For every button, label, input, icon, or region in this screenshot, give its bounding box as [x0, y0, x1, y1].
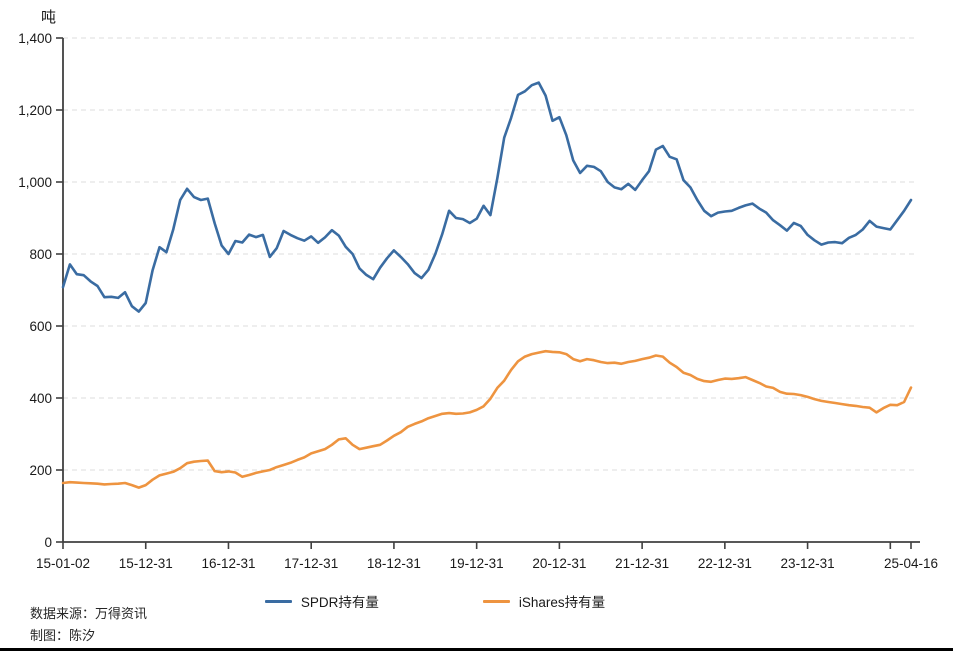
spdr-line-swatch: [264, 599, 292, 603]
ishares-line-swatch: [482, 599, 510, 603]
y-tick-label-800: 800: [29, 247, 52, 262]
chart-plot-area: 0 200 400 600 800 1,000 1,200 1,400 15-01-02 15-1…: [18, 31, 938, 571]
x-tick-label-22-12-31: 22-12-31: [698, 556, 752, 571]
y-tick-label-1,200: 1,200: [18, 103, 52, 118]
x-tick-label-21-12-31: 21-12-31: [615, 556, 669, 571]
legend-item-spdr: SPDR持有量: [264, 591, 379, 611]
x-tick-label-23-12-31: 23-12-31: [781, 556, 835, 571]
y-tick-label-600: 600: [29, 319, 52, 334]
legend: SPDR持有量 iShares持有量: [0, 591, 870, 611]
legend-label-spdr: SPDR持有量: [300, 595, 379, 610]
legend-item-ishares: iShares持有量: [482, 591, 606, 611]
y-tick-label-0: 0: [44, 535, 52, 550]
x-tick-label-17-12-31: 17-12-31: [284, 556, 338, 571]
x-tick-label-15-01-02: 15-01-02: [36, 556, 90, 571]
x-tick-label-15-12-31: 15-12-31: [119, 556, 173, 571]
y-tick-label-400: 400: [29, 391, 52, 406]
x-tick-label-19-12-31: 19-12-31: [450, 556, 504, 571]
data-source-line: 数据来源：万得资讯: [30, 606, 148, 621]
y-tick-label-1,400: 1,400: [18, 31, 52, 46]
legend-label-ishares: iShares持有量: [518, 595, 606, 610]
x-tick-label-18-12-31: 18-12-31: [367, 556, 421, 571]
x-tick-label-20-12-31: 20-12-31: [532, 556, 586, 571]
series-line-ishares: [61, 349, 913, 489]
y-axis-unit-label: 吨: [41, 9, 57, 26]
x-tick-label-25-04-16: 25-04-16: [884, 556, 938, 571]
series-line-spdr: [61, 81, 913, 313]
y-tick-label-1,000: 1,000: [18, 175, 52, 190]
author-line: 制图：陈汐: [30, 628, 96, 643]
x-tick-label-16-12-31: 16-12-31: [201, 556, 255, 571]
y-tick-label-200: 200: [29, 463, 52, 478]
source-note: 数据来源：万得资讯 制图：陈汐: [30, 603, 147, 647]
